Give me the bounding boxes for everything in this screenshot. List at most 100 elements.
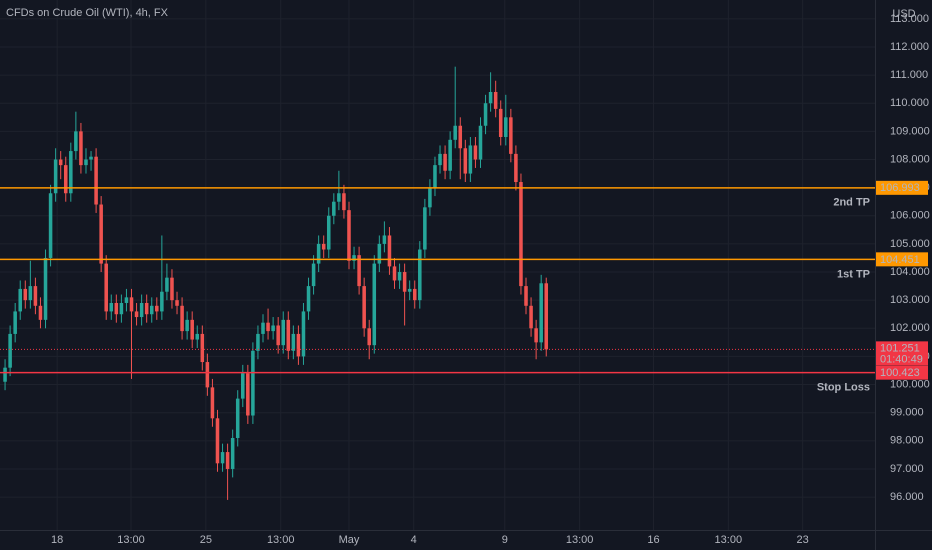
candle-body — [3, 367, 7, 382]
candle-body — [155, 305, 159, 312]
candle-body — [230, 438, 235, 469]
candle-body — [124, 297, 129, 303]
y-tick-label: 111.000 — [890, 69, 928, 81]
candle-body — [488, 91, 493, 104]
level-price-label: 100.423 — [880, 367, 920, 379]
candle-body — [483, 103, 488, 126]
y-tick-label: 98.000 — [890, 435, 924, 447]
level-price-tag — [876, 365, 928, 380]
y-tick-label: 106.000 — [890, 210, 930, 222]
x-tick-label: 18 — [51, 534, 63, 546]
y-tick-label: 110.000 — [890, 97, 929, 109]
candle-body — [367, 328, 371, 346]
candle-body — [53, 159, 58, 194]
candle-body — [18, 288, 23, 312]
x-tick-label: 13:00 — [117, 534, 145, 546]
candle-body — [74, 131, 78, 152]
candle-body — [13, 311, 17, 334]
last-price-label: 101.251 — [880, 342, 920, 354]
candle-body — [443, 153, 447, 171]
candle-body — [342, 193, 346, 211]
x-tick-label: 25 — [200, 534, 212, 546]
candle-body — [220, 452, 225, 464]
candle-body — [129, 297, 134, 312]
x-tick-label: 23 — [797, 534, 809, 546]
candle-body — [453, 125, 457, 140]
candle-body — [180, 305, 184, 332]
candle-body — [271, 325, 275, 332]
y-tick-label: 104.000 — [890, 266, 930, 278]
candle-body — [407, 288, 412, 292]
candle-body — [347, 210, 351, 261]
candle-body — [89, 156, 93, 160]
x-tick-label: 13:00 — [267, 534, 295, 546]
x-tick-label: 9 — [502, 534, 508, 546]
candle-body — [529, 305, 533, 329]
candle-body — [412, 288, 417, 301]
currency-label: USD — [892, 8, 915, 20]
candle-body — [387, 235, 392, 267]
candle-body — [144, 302, 149, 315]
candle-body — [43, 257, 48, 320]
candle-body — [160, 291, 164, 312]
candle-body — [210, 387, 215, 419]
candle-body — [418, 249, 422, 301]
y-tick-label: 97.000 — [890, 463, 924, 475]
candle-body — [448, 139, 452, 171]
candle-body — [306, 286, 311, 312]
candle-body — [463, 148, 468, 174]
y-tick-label: 96.000 — [890, 491, 924, 503]
candle-body — [149, 305, 154, 315]
candle-body — [28, 286, 33, 301]
candle-body — [504, 117, 508, 138]
candle-body — [119, 302, 124, 315]
y-tick-label: 108.000 — [890, 153, 930, 165]
candle-body — [205, 362, 210, 388]
chart-title: CFDs on Crude Oil (WTI), 4h, FX — [6, 7, 169, 19]
x-tick-label: May — [339, 534, 360, 546]
candle-body — [473, 145, 478, 160]
candle-body — [316, 243, 321, 264]
candle-body — [190, 319, 194, 340]
candle-body — [539, 283, 543, 343]
candle-body — [382, 235, 387, 244]
candle-body — [392, 266, 397, 281]
candle-body — [514, 153, 518, 183]
candle-body — [428, 187, 432, 208]
candle-body — [175, 300, 179, 306]
candle-body — [8, 333, 12, 368]
candle-body — [185, 319, 189, 332]
candle-body — [397, 272, 402, 281]
level-text: Stop Loss — [817, 382, 870, 394]
level-text: 1st TP — [837, 268, 870, 280]
candle-body — [266, 322, 270, 332]
candle-body — [362, 286, 366, 329]
candle-body — [352, 255, 356, 261]
level-price-label: 104.451 — [880, 254, 920, 266]
candle-body — [139, 302, 144, 318]
candle-body — [225, 452, 230, 469]
candle-body — [321, 243, 326, 250]
candle-body — [276, 325, 280, 346]
candle-body — [114, 302, 119, 315]
candle-body — [104, 263, 108, 312]
candle-body — [94, 156, 98, 205]
candle-body — [301, 311, 306, 357]
candle-body — [195, 333, 200, 340]
y-tick-label: 99.000 — [890, 407, 924, 419]
candle-body — [286, 319, 291, 351]
candle-body — [372, 263, 377, 346]
candle-body — [246, 373, 250, 416]
x-tick-label: 4 — [411, 534, 417, 546]
candle-body — [458, 125, 463, 149]
candle-body — [524, 286, 528, 306]
candle-body — [311, 263, 316, 287]
candle-body — [33, 286, 38, 306]
x-tick-label: 16 — [647, 534, 659, 546]
candle-body — [23, 288, 28, 301]
level-text: 2nd TP — [833, 197, 870, 209]
candle-body — [79, 131, 83, 166]
candle-body — [165, 277, 169, 292]
